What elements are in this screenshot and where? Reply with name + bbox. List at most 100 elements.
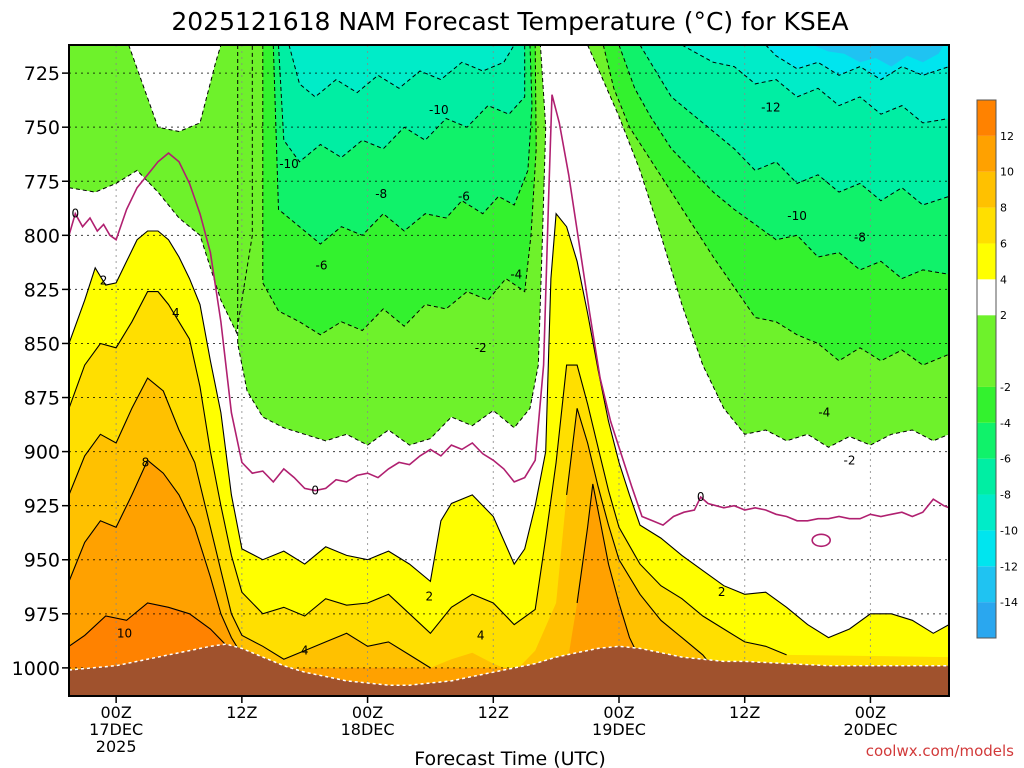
colorbar-segment xyxy=(977,171,996,208)
contour-line-negative xyxy=(128,45,222,133)
x-tick-label: 19DEC xyxy=(592,720,646,739)
contour-line-positive xyxy=(69,212,949,639)
contour-line-negative xyxy=(262,45,537,336)
contour-line-negative xyxy=(602,45,949,366)
contour-label: -12 xyxy=(761,101,781,115)
contour-line-positive xyxy=(576,483,641,660)
temp-region xyxy=(289,45,515,97)
contour-label: 4 xyxy=(301,644,309,658)
colorbar-segment xyxy=(977,207,996,244)
contour-label: -6 xyxy=(458,189,470,203)
temp-region xyxy=(812,45,944,67)
x-tick-label: 00Z xyxy=(100,703,131,722)
chart-title: 2025121618 NAM Forecast Temperature (°C)… xyxy=(171,7,848,36)
contour-label: 2 xyxy=(426,590,434,604)
colorbar-tick-label: 2 xyxy=(1000,309,1007,322)
contour-label: -4 xyxy=(818,406,830,420)
colorbar-tick-label: -2 xyxy=(1000,381,1011,394)
x-tick-label: 20DEC xyxy=(843,720,897,739)
contour-label: -6 xyxy=(315,259,327,273)
colorbar-segment xyxy=(977,135,996,172)
contour-label: 10 xyxy=(117,626,132,640)
contour-label: 4 xyxy=(477,628,485,642)
y-tick-label: 975 xyxy=(24,604,60,626)
freezing-level-line xyxy=(69,94,949,527)
y-tick-label: 800 xyxy=(24,225,60,247)
ground-edge xyxy=(69,643,949,686)
colorbar: -14 -12 -10 -8 -6 -4 -2 2 4 6 8 10 12 xyxy=(976,99,1018,639)
contour-label: -2 xyxy=(843,453,855,467)
colorbar-tick-label: -14 xyxy=(1000,596,1018,609)
x-tick-label: 00Z xyxy=(352,703,383,722)
contour-label: -2 xyxy=(475,341,487,355)
y-tick-label: 775 xyxy=(24,171,60,193)
contour-label: -10 xyxy=(787,209,807,223)
contour-label: -4 xyxy=(510,267,522,281)
contour-line-positive xyxy=(69,602,243,669)
contour-line-negative xyxy=(639,45,949,206)
temp-region xyxy=(69,213,949,696)
y-tick-label: 900 xyxy=(24,442,60,464)
contour-line-negative xyxy=(278,45,526,163)
colorbar-segment xyxy=(977,422,996,459)
contour-label: 0 xyxy=(71,207,79,221)
x-tick-label: 12Z xyxy=(226,703,257,722)
contour-line-positive xyxy=(69,377,431,669)
y-tick-label: 875 xyxy=(24,388,60,410)
y-tick-label: 850 xyxy=(24,333,60,355)
x-tick-label: 12Z xyxy=(729,703,760,722)
contour-line-positive xyxy=(566,408,714,669)
colorbar-segment xyxy=(977,279,996,316)
x-tick-label: 2025 xyxy=(96,737,137,756)
colorbar-tick-label: 12 xyxy=(1000,130,1014,143)
contour-label: 2 xyxy=(100,274,108,288)
colorbar-tick-label: 8 xyxy=(1000,202,1007,215)
colorbar-segment xyxy=(977,494,996,531)
y-tick-label: 1000 xyxy=(12,658,60,680)
y-tick-label: 725 xyxy=(24,63,60,85)
contour-line-negative xyxy=(272,45,533,245)
colorbar-segment xyxy=(977,602,996,638)
contour-label: -8 xyxy=(375,187,387,201)
colorbar-tick-label: -6 xyxy=(1000,453,1011,466)
colorbar-segment xyxy=(977,243,996,280)
plot-layers: 0 2 4 8 10 -10 -10 -8 -6 -6 -4 -2 0 2 4 4 -12 -10 -8 -4 -2 0 2 xyxy=(69,45,949,696)
colorbar-segment xyxy=(977,458,996,495)
x-tick-label: 18DEC xyxy=(341,720,395,739)
colorbar-segment xyxy=(977,530,996,567)
x-tick-label: 17DEC xyxy=(89,720,143,739)
y-tick-label: 750 xyxy=(24,117,60,139)
x-tick-label: 12Z xyxy=(478,703,509,722)
plot-frame xyxy=(68,44,950,697)
colorbar-tick-label: -10 xyxy=(1000,524,1018,537)
colorbar-tick-label: -8 xyxy=(1000,489,1011,502)
temp-region xyxy=(69,45,253,333)
x-tick-label: 00Z xyxy=(603,703,634,722)
contour-line-negative xyxy=(618,45,949,280)
y-axis: 725 750 775 800 825 850 875 900 925 950 975 1000 xyxy=(12,63,69,680)
colorbar-tick-label: 4 xyxy=(1000,273,1007,286)
colorbar-segment xyxy=(977,566,996,603)
colorbar-segment xyxy=(977,315,996,387)
contour-label: 8 xyxy=(142,455,150,469)
credit-text: coolwx.com/models xyxy=(866,742,1014,760)
contour-line-positive xyxy=(69,291,787,656)
freezing-level-ring xyxy=(811,533,831,548)
y-tick-label: 950 xyxy=(24,550,60,572)
colorbar-tick-label: 10 xyxy=(1000,166,1014,179)
contour-label: 2 xyxy=(718,585,726,599)
contour-label: -8 xyxy=(854,230,866,244)
contour-line-negative xyxy=(237,45,547,446)
x-axis-label: Forecast Time (UTC) xyxy=(414,748,605,768)
y-tick-label: 825 xyxy=(24,279,60,301)
y-tick-label: 925 xyxy=(24,496,60,518)
x-tick-label: 00Z xyxy=(855,703,886,722)
colorbar-segment xyxy=(977,386,996,423)
contour-line-negative xyxy=(288,45,515,98)
contour-line-positive xyxy=(69,459,253,669)
colorbar-frame xyxy=(976,99,997,639)
contour-line-negative xyxy=(69,45,253,335)
colorbar-tick-label: -12 xyxy=(1000,560,1018,573)
contour-label: 0 xyxy=(311,484,319,498)
